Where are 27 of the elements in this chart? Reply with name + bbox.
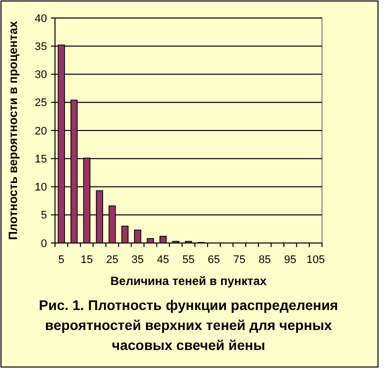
y-tick-label: 20 — [34, 125, 47, 138]
bar — [121, 226, 129, 244]
x-tick-label: 5 — [58, 254, 64, 266]
bar — [159, 236, 167, 244]
y-tick-label: 5 — [40, 210, 47, 222]
x-tick-label: 75 — [233, 254, 246, 266]
y-tick-label: 35 — [34, 40, 47, 53]
y-tick-label: 15 — [34, 153, 47, 166]
y-tick-label: 25 — [34, 97, 47, 110]
x-tick-label: 105 — [306, 254, 325, 266]
y-axis-title: Плотность вероятности в процентах — [6, 20, 20, 240]
x-tick-label: 25 — [106, 254, 118, 266]
bar — [146, 238, 154, 244]
x-tick-label: 65 — [208, 254, 220, 266]
bar — [134, 230, 142, 244]
y-tick-label: 10 — [34, 182, 47, 194]
text: Рис. 1. Плотность функции распределения вероятностей верхних теней для черных часовых свечей йены — [38, 297, 338, 353]
x-tick-label: 55 — [182, 254, 195, 266]
x-tick-label: 15 — [80, 254, 93, 266]
y-tick-label: 30 — [34, 69, 47, 82]
y-tick-label: 0 — [40, 238, 47, 250]
x-tick-label: 35 — [132, 254, 144, 266]
x-axis-title: Величина теней в пунктах — [110, 274, 267, 288]
x-tick-label: 45 — [156, 254, 170, 266]
y-tick-label: 40 — [34, 12, 47, 25]
x-tick-label: 85 — [258, 254, 271, 266]
x-tick-label: 95 — [284, 254, 296, 266]
